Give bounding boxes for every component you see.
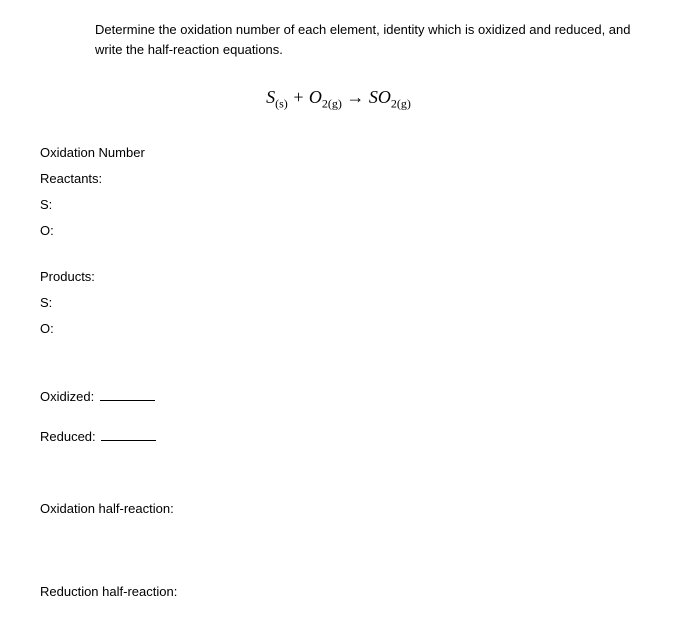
- reduced-label: Reduced:: [40, 429, 96, 444]
- reduced-blank[interactable]: [101, 440, 156, 441]
- s-product-label: S:: [40, 292, 637, 314]
- species-o2: O: [309, 87, 322, 107]
- species-so2: SO: [369, 87, 391, 107]
- reactants-label: Reactants:: [40, 168, 637, 190]
- products-block: Products: S: O:: [40, 266, 637, 340]
- o-reactant-label: O:: [40, 220, 637, 242]
- oxnum-header: Oxidation Number: [40, 142, 637, 164]
- o-product-label: O:: [40, 318, 637, 340]
- red-half-rxn-label: Reduction half-reaction:: [40, 581, 637, 603]
- products-label: Products:: [40, 266, 637, 288]
- oxidized-reduced-block: Oxidized: Reduced:: [40, 386, 637, 448]
- chemical-equation: S(s) + O2(g) → SO2(g): [40, 87, 637, 112]
- arrow: →: [342, 87, 369, 107]
- oxidation-number-block: Oxidation Number Reactants: S: O:: [40, 142, 637, 242]
- sub-so2: 2(g): [391, 97, 411, 111]
- oxidized-blank[interactable]: [100, 400, 155, 401]
- species-s: S: [266, 87, 275, 107]
- s-reactant-label: S:: [40, 194, 637, 216]
- sub-o2: 2(g): [322, 97, 342, 111]
- oxidized-label: Oxidized:: [40, 389, 94, 404]
- sub-s: (s): [275, 97, 288, 111]
- instruction-text: Determine the oxidation number of each e…: [95, 20, 637, 59]
- plus-sign: +: [288, 87, 309, 107]
- ox-half-rxn-label: Oxidation half-reaction:: [40, 498, 637, 520]
